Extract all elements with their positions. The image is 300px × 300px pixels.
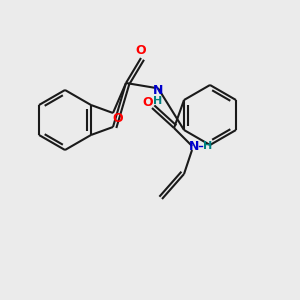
Text: O: O (113, 112, 123, 124)
Text: H: H (153, 96, 163, 106)
Text: H: H (203, 141, 213, 151)
Text: N: N (153, 83, 163, 97)
Text: O: O (136, 44, 146, 56)
Text: O: O (143, 95, 153, 109)
Text: N: N (189, 140, 199, 152)
